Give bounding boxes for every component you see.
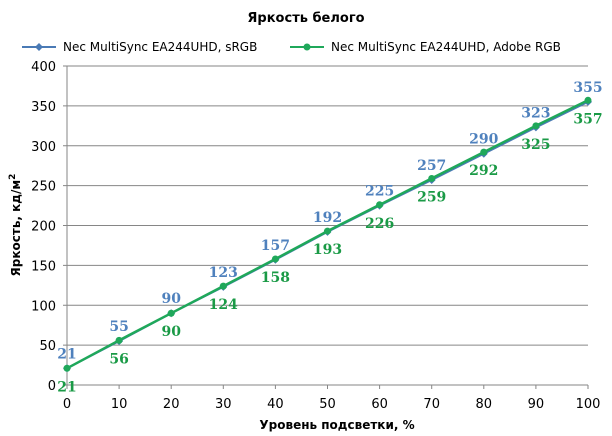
x-tick-label-90: 90 [528, 397, 545, 412]
series-2-data-label-7: 259 [417, 189, 446, 205]
legend-label-1: Nec MultiSync EA244UHD, sRGB [63, 40, 257, 54]
y-tick-label-350: 350 [31, 100, 56, 115]
x-axis-label: Уровень подсветки, % [259, 418, 414, 432]
series-1-data-label-7: 257 [417, 158, 446, 174]
series-1-data-label-6: 225 [365, 184, 394, 200]
series-2-marker-8 [480, 148, 488, 156]
series-1-data-label-10: 355 [573, 80, 602, 96]
series-2-data-label-10: 357 [573, 111, 602, 127]
series-2-marker-0 [63, 364, 71, 372]
series-2-data-label-2: 90 [161, 324, 181, 340]
series-lines [63, 96, 592, 373]
y-tick-label-200: 200 [31, 220, 56, 235]
series-2-data-label-4: 158 [261, 270, 290, 286]
series-2-data-label-9: 325 [521, 137, 550, 153]
legend: Nec MultiSync EA244UHD, sRGB Nec MultiSyn… [22, 40, 561, 54]
chart-title: Яркость белого [247, 11, 364, 26]
series-1-data-label-3: 123 [209, 265, 238, 281]
series-1-data-label-2: 90 [161, 291, 181, 307]
series-2-marker-5 [324, 227, 331, 235]
series-2-data-label-3: 124 [209, 297, 238, 313]
x-tick-label-20: 20 [163, 397, 180, 412]
x-tick-label-60: 60 [371, 397, 388, 412]
axes [63, 65, 589, 389]
series-2-marker-4 [271, 255, 279, 263]
y-tick-label-100: 100 [31, 299, 56, 314]
y-tick-label-150: 150 [31, 259, 56, 274]
y-tick-label-50: 50 [39, 339, 56, 354]
series-2-marker-6 [376, 201, 384, 209]
series-2-data-label-8: 292 [469, 163, 498, 179]
series-2-marker-9 [532, 122, 540, 130]
series-1-data-label-9: 323 [521, 105, 550, 121]
y-axis-label-superscript: 2 [8, 174, 18, 180]
legend-marker-2 [303, 43, 311, 51]
x-tick-label-30: 30 [215, 397, 232, 412]
x-tick-label-70: 70 [423, 397, 440, 412]
x-tick-label-80: 80 [476, 397, 493, 412]
y-axis-label: Яркость, кд/м2 [8, 174, 23, 277]
y-tick-label-400: 400 [31, 60, 56, 75]
series-2-data-label-6: 226 [365, 216, 394, 232]
series-2-marker-1 [115, 336, 123, 344]
x-tick-label-40: 40 [267, 397, 284, 412]
series-1-data-label-8: 290 [469, 132, 498, 148]
y-axis-label-text: Яркость, кд/м [9, 180, 23, 277]
gridlines [67, 65, 588, 346]
series-2-data-label-0: 21 [57, 379, 76, 395]
x-tick-label-0: 0 [63, 397, 71, 412]
x-tick-label-100: 100 [576, 397, 601, 412]
series-2-data-label-5: 193 [313, 242, 342, 258]
y-tick-labels: 0 50 100 150 200 250 300 350 400 [31, 60, 56, 394]
series-2-marker-2 [167, 309, 175, 317]
series-1-data-label-4: 157 [261, 238, 290, 254]
data-labels: 21 55 90 123 157 192 225 257 290 323 355 21 56 90 124 1… [57, 80, 602, 395]
x-tick-label-50: 50 [319, 397, 336, 412]
x-tick-labels: 0 10 20 30 40 50 60 70 80 90 100 [63, 397, 601, 412]
y-tick-label-0: 0 [48, 379, 56, 394]
legend-marker-1 [35, 43, 43, 51]
y-tick-label-300: 300 [31, 140, 56, 155]
series-2-marker-3 [219, 282, 227, 290]
series-1-data-label-0: 21 [57, 346, 76, 362]
legend-label-2: Nec MultiSync EA244UHD, Adobe RGB [331, 40, 561, 54]
y-tick-label-250: 250 [31, 180, 56, 195]
series-2-marker-10 [584, 96, 592, 104]
series-1-data-label-1: 55 [109, 319, 128, 335]
series-2-data-label-1: 56 [109, 351, 128, 367]
x-tick-label-10: 10 [111, 397, 128, 412]
series-2-marker-7 [428, 174, 436, 182]
series-1-data-label-5: 192 [313, 210, 342, 226]
